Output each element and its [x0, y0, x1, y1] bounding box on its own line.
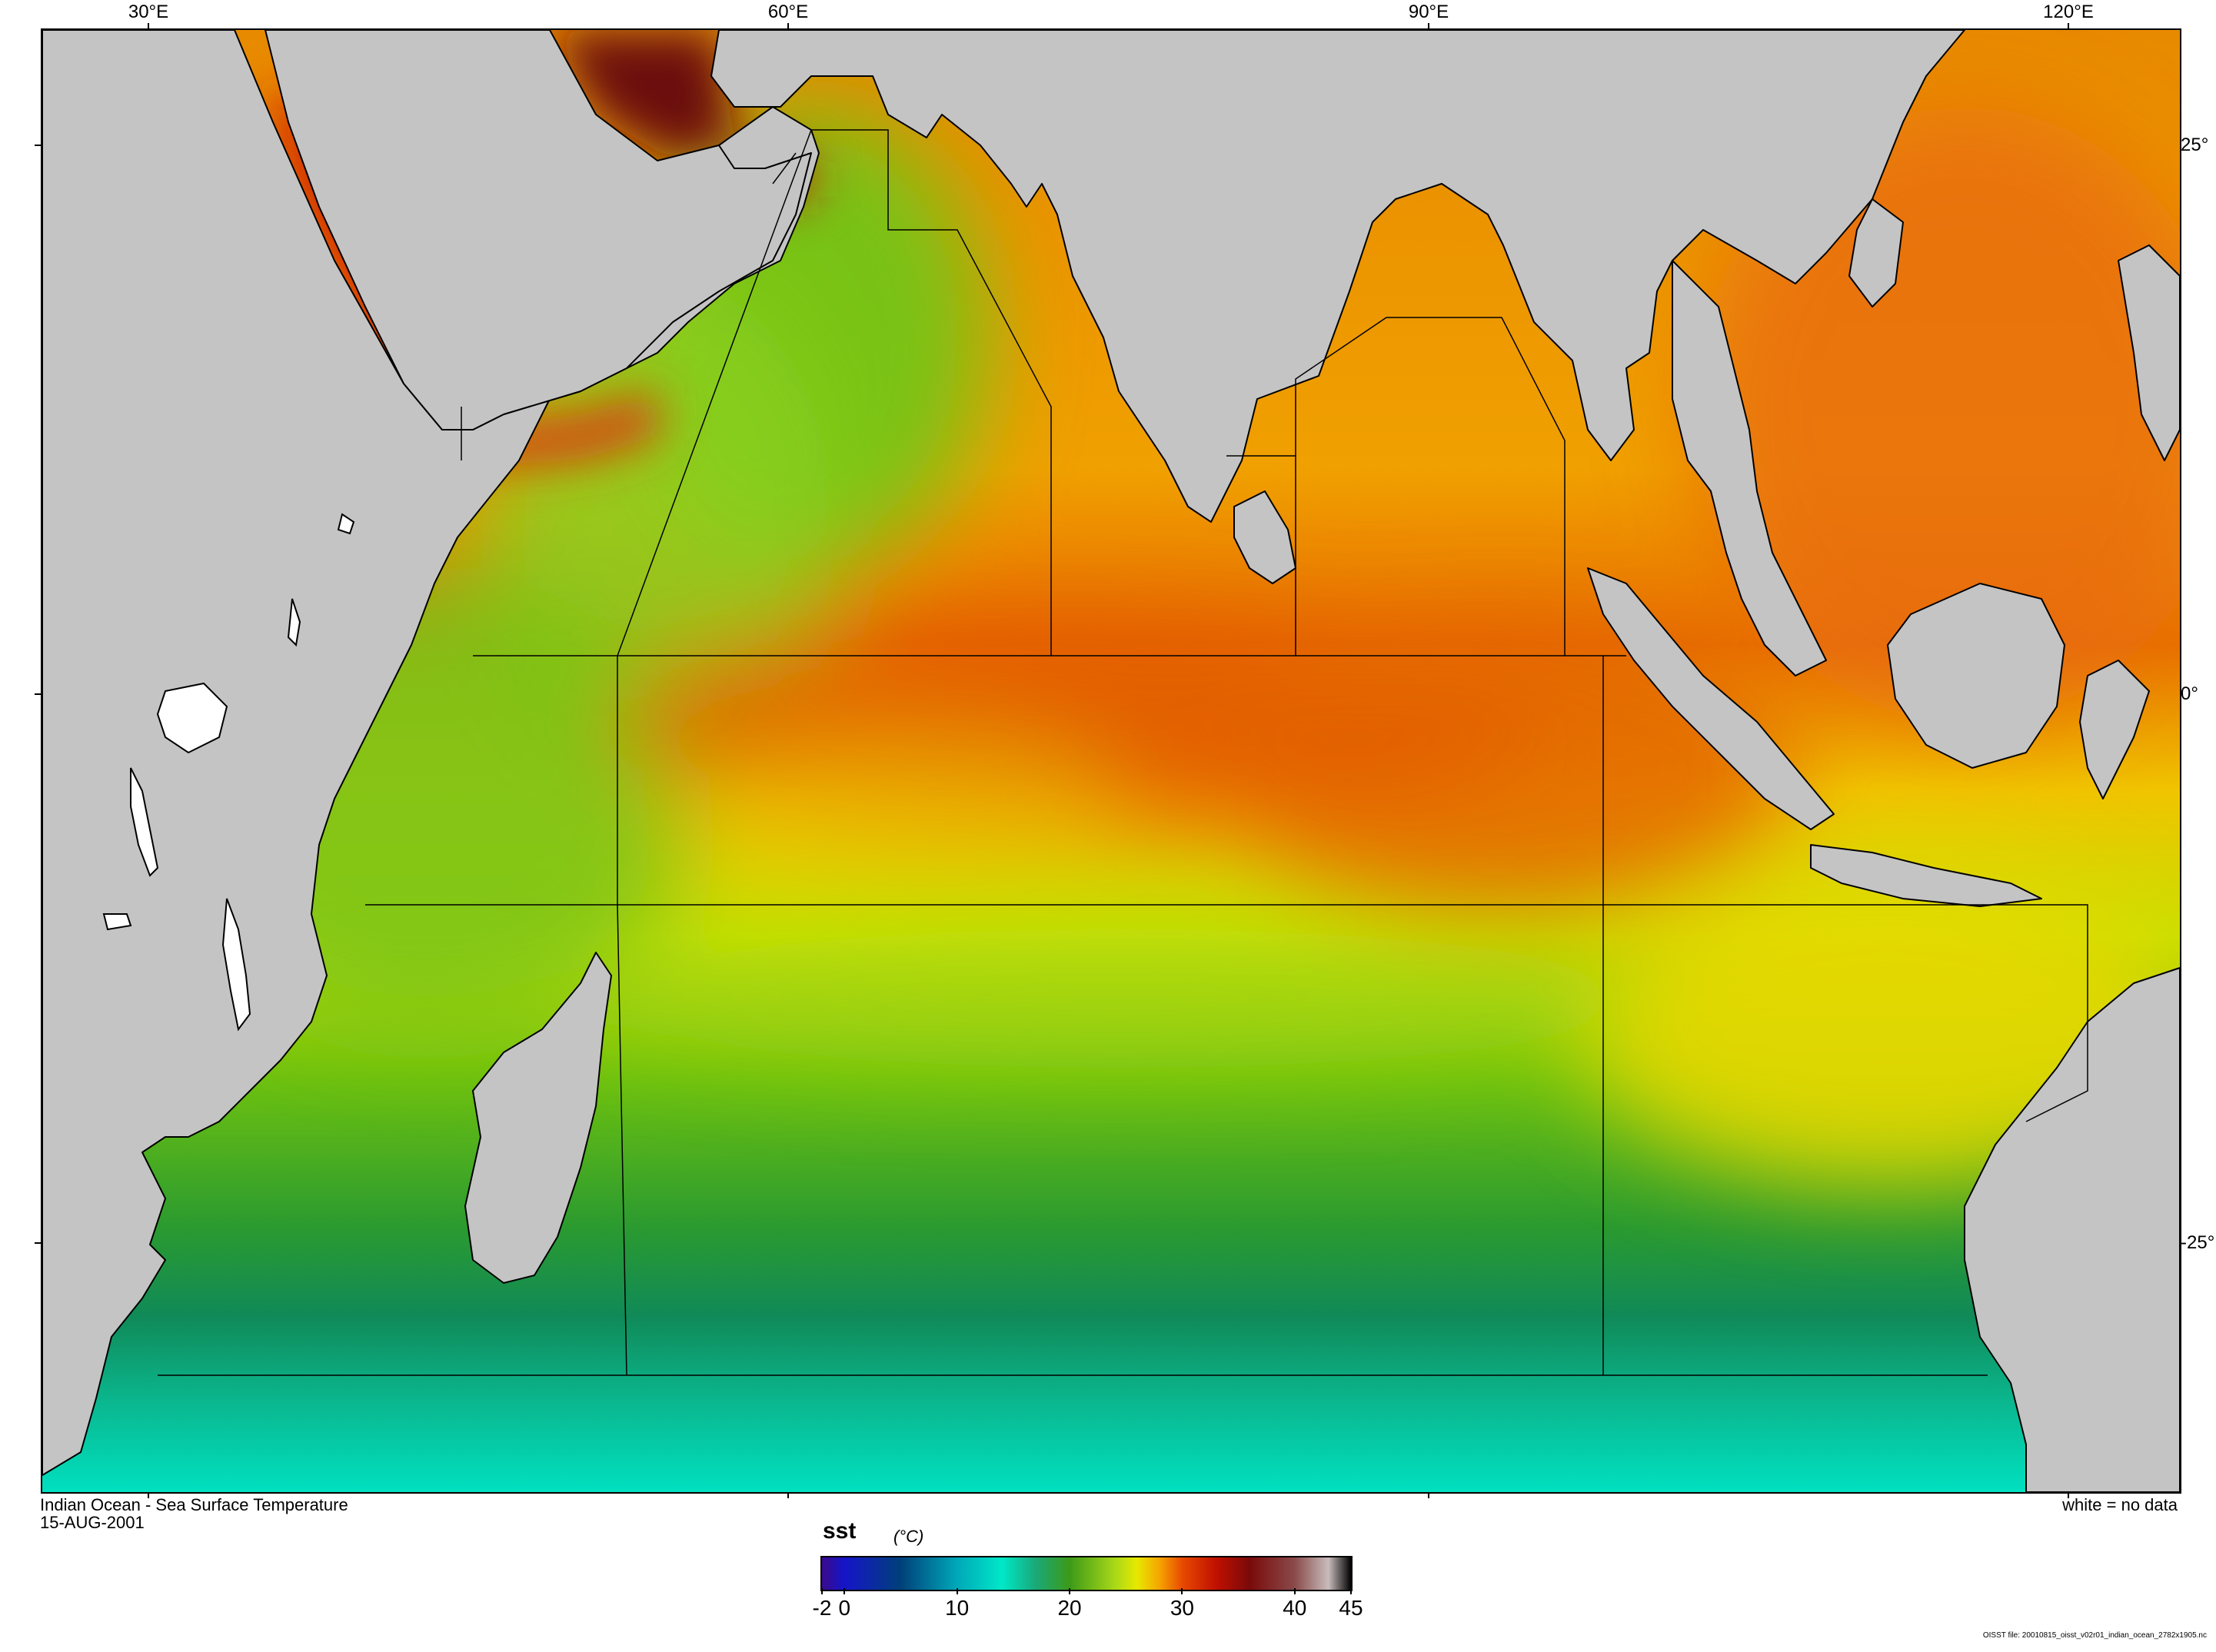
- land-asia-north: [710, 30, 1965, 523]
- no-data-lake-kariba: [102, 913, 132, 931]
- lon-tick-top-90e: [1428, 23, 1429, 29]
- no-data-lake-tanganyika: [130, 767, 159, 877]
- colorbar-tick-label: 0: [838, 1596, 851, 1620]
- map-date: 15-AUG-2001: [40, 1513, 145, 1532]
- lon-tick-bottom-60e: [787, 1492, 789, 1498]
- lon-label-120e: 120°E: [2043, 2, 2094, 22]
- boundary-gulf: [772, 152, 797, 184]
- colorbar-tick-label: 20: [1057, 1596, 1082, 1620]
- colorbar-variable: sst: [823, 1518, 857, 1544]
- colorbar-tick-label: 45: [1339, 1596, 1363, 1620]
- boundary-central-west: [617, 656, 627, 1376]
- lon-tick-top-120e: [2068, 23, 2069, 29]
- no-data-note: white = no data: [2062, 1495, 2178, 1514]
- land-philippines: [2118, 244, 2180, 461]
- land-arabian-peninsula: [265, 30, 812, 430]
- land-taiwan-south-china: [1848, 198, 1904, 307]
- land-java: [1810, 844, 2042, 907]
- no-data-lake-victoria: [156, 682, 228, 754]
- land-malay-peninsula: [1672, 260, 1827, 676]
- lat-tick-left-0: [35, 693, 41, 695]
- colorbar-tick-mark: [956, 1588, 958, 1594]
- colorbar-tick-mark: [1350, 1588, 1352, 1594]
- file-note: OISST file: 20010815_oisst_v02r01_indian…: [1982, 1631, 2207, 1640]
- sst-colorbar: [820, 1556, 1353, 1591]
- region-boundaries: [158, 129, 2088, 1376]
- colorbar-tick-label: 30: [1170, 1596, 1194, 1620]
- land: [42, 30, 2180, 1492]
- lon-tick-top-60e: [787, 23, 789, 29]
- lon-tick-bottom-120e: [2068, 1492, 2069, 1498]
- lat-tick-left-25s: [35, 1242, 41, 1244]
- land-sri-lanka: [1233, 490, 1296, 584]
- colorbar-tick-mark: [821, 1588, 823, 1594]
- land-madagascar: [464, 952, 612, 1284]
- colorbar-units: (°C): [893, 1527, 924, 1546]
- lat-label-25n: 25°: [2181, 135, 2209, 155]
- lon-label-30e: 30°E: [128, 2, 169, 22]
- boundary-bay-of-bengal: [1295, 317, 1566, 656]
- colorbar-tick-label: -2: [812, 1596, 832, 1620]
- land-sumatra: [1587, 567, 1835, 830]
- no-data-lake-turkana: [287, 598, 301, 647]
- boundary-south-tropics: [365, 904, 2088, 1122]
- land-australia: [1964, 967, 2180, 1492]
- sst-map[interactable]: [41, 28, 2181, 1494]
- boundary-arabian-sea: [617, 129, 1052, 656]
- land-borneo: [1887, 583, 2065, 769]
- lon-tick-bottom-30e: [148, 1492, 149, 1498]
- colorbar-tick-mark: [1181, 1588, 1183, 1594]
- no-data-lake-malawi: [221, 898, 251, 1032]
- no-data-lake-tana: [337, 513, 355, 535]
- lon-label-90e: 90°E: [1408, 2, 1449, 22]
- colorbar-tick-mark: [1069, 1588, 1071, 1594]
- colorbar-tick-label: 10: [945, 1596, 970, 1620]
- lat-tick-left-25n: [35, 145, 41, 146]
- colorbar-tick-mark: [1293, 1588, 1296, 1594]
- lon-tick-bottom-90e: [1428, 1492, 1429, 1498]
- no-data-areas: [102, 513, 355, 1032]
- map-title: Indian Ocean - Sea Surface Temperature: [40, 1495, 348, 1514]
- colorbar-tick-label: 40: [1283, 1596, 1307, 1620]
- colorbar-tick-mark: [843, 1588, 846, 1594]
- lon-label-60e: 60°E: [767, 2, 809, 22]
- lat-label-0: 0°: [2181, 683, 2198, 704]
- lat-label-25s: -25°: [2181, 1232, 2215, 1253]
- lon-tick-top-30e: [148, 23, 149, 29]
- sst-map-graphic: [42, 30, 2180, 1492]
- land-sulawesi: [2079, 660, 2150, 799]
